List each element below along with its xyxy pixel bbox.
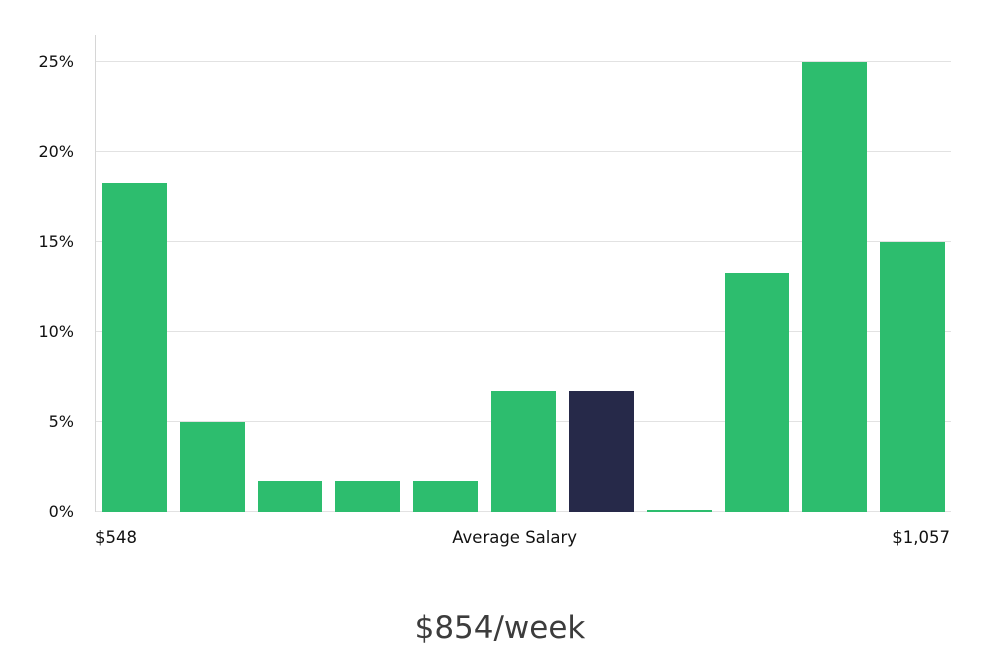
histogram-bar — [335, 481, 401, 512]
histogram-bar — [491, 391, 556, 512]
plot-area — [95, 35, 951, 512]
x-label-min-salary: $548 — [95, 528, 137, 547]
average-weekly-salary-title: $854/week — [414, 610, 586, 646]
gridline — [96, 61, 951, 62]
gridline — [96, 151, 951, 152]
x-label-average-salary: Average Salary — [452, 528, 578, 547]
y-tick-label: 0% — [48, 502, 74, 521]
y-tick-label: 20% — [38, 142, 74, 161]
average-salary-bar — [568, 391, 634, 512]
x-axis-labels: $548 Average Salary $1,057 — [95, 528, 950, 547]
gridline — [96, 241, 951, 242]
y-tick-label: 10% — [38, 322, 74, 341]
y-tick-label: 15% — [38, 232, 74, 251]
y-tick-label: 25% — [38, 52, 74, 71]
histogram-bar — [646, 510, 712, 512]
histogram-bar — [413, 481, 479, 512]
histogram-bar — [880, 242, 945, 512]
histogram-bar — [724, 272, 790, 512]
x-label-max-salary: $1,057 — [892, 528, 950, 547]
histogram-bar — [257, 481, 323, 512]
y-axis-tick-labels: 0% 5% 10% 15% 20% 25% — [0, 35, 88, 520]
bars-container — [96, 35, 951, 512]
gridline — [96, 331, 951, 332]
y-tick-label: 5% — [48, 412, 74, 431]
histogram-bar — [179, 422, 245, 512]
histogram-bar — [802, 62, 868, 512]
histogram-bar — [102, 182, 167, 512]
